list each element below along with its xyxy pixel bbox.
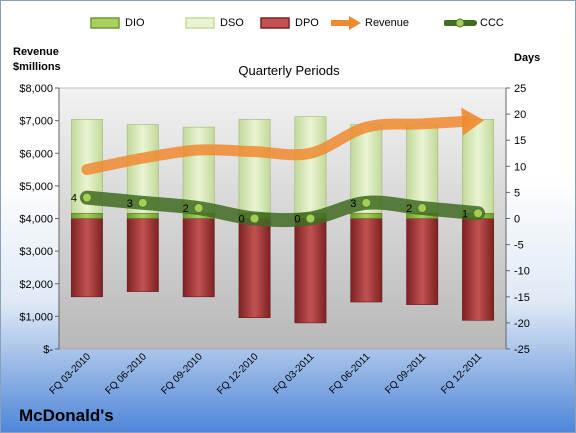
right-axis-title: Days xyxy=(514,52,541,64)
right-axis-tick-label: 5 xyxy=(514,187,520,199)
revenue-arrowhead xyxy=(461,107,485,136)
right-axis-tick-label: 20 xyxy=(514,109,526,121)
left-axis-title: Revenue $millions xyxy=(13,45,61,75)
legend-swatch-ccc xyxy=(444,18,477,28)
bar-dpo xyxy=(462,218,495,321)
chart-title: Quarterly Periods xyxy=(238,63,340,78)
ccc-point xyxy=(137,197,148,208)
ccc-point xyxy=(305,213,316,224)
category-label: FQ 03-2010 xyxy=(48,351,94,397)
legend-label: DIO xyxy=(125,17,145,29)
left-axis-title-line-1: Revenue xyxy=(13,46,59,58)
ccc-data-label: 1 xyxy=(462,208,468,220)
ccc-data-label: 0 xyxy=(238,214,244,226)
left-axis-tick-label: $2,000 xyxy=(19,279,53,291)
legend-label: Revenue xyxy=(365,17,410,29)
left-axis-tick-label: $5,000 xyxy=(19,181,53,193)
bar-dio xyxy=(350,212,383,219)
bar-dpo xyxy=(182,218,215,298)
ccc-point xyxy=(249,213,260,224)
right-axis-tick-label: 25 xyxy=(514,83,526,95)
company-name: McDonald's xyxy=(19,406,114,425)
bar-dso xyxy=(238,119,271,214)
bar-dio xyxy=(126,212,159,219)
right-axis-tick-label: -15 xyxy=(514,292,530,304)
left-axis-tick-label: $- xyxy=(43,344,53,356)
bar-dpo xyxy=(238,218,271,318)
ccc-point xyxy=(361,197,372,208)
bar-dpo xyxy=(350,218,383,303)
ccc-data-label: 3 xyxy=(127,198,133,210)
right-axis-tick-label: 10 xyxy=(514,161,526,173)
legend-swatch-dso xyxy=(185,17,215,29)
legend-swatch-dpo xyxy=(260,17,290,29)
left-axis-tick-label: $8,000 xyxy=(19,83,53,95)
category-label: FQ 06-2010 xyxy=(103,351,149,397)
bar-dio xyxy=(70,212,103,219)
legend-label: DSO xyxy=(220,17,244,29)
legend-label: DPO xyxy=(295,17,319,29)
bar-dpo xyxy=(406,218,439,305)
legend-label: CCC xyxy=(480,17,504,29)
left-axis-tick-label: $3,000 xyxy=(19,246,53,258)
category-label: FQ 09-2010 xyxy=(159,351,205,397)
left-axis-title-line-2: $millions xyxy=(13,61,61,73)
ccc-data-label: 2 xyxy=(183,203,189,215)
ccc-data-label: 2 xyxy=(406,203,412,215)
ccc-data-label: 3 xyxy=(350,198,356,210)
right-axis-tick-label: 15 xyxy=(514,135,526,147)
category-label: FQ 06-2011 xyxy=(327,351,372,396)
legend-swatch-dio xyxy=(90,17,120,29)
bar-dpo xyxy=(294,218,327,324)
ccc-data-label: 0 xyxy=(294,214,300,226)
category-label: FQ 09-2011 xyxy=(383,351,428,396)
right-axis-tick-label: -10 xyxy=(514,266,530,278)
ccc-point xyxy=(473,208,484,219)
bar-dso xyxy=(462,119,495,214)
category-label: FQ 12-2011 xyxy=(439,351,484,396)
left-axis-tick-label: $4,000 xyxy=(19,214,53,226)
ccc-point xyxy=(81,192,92,203)
legend-swatch-revenue xyxy=(331,16,361,30)
category-label: FQ 03-2011 xyxy=(272,351,317,396)
bar-dso xyxy=(294,116,327,214)
left-axis-tick-label: $1,000 xyxy=(19,311,53,323)
left-axis-tick-label: $7,000 xyxy=(19,116,53,128)
bar-dpo xyxy=(70,218,103,298)
bar-dso xyxy=(406,124,439,214)
right-axis-tick-label: -25 xyxy=(514,344,530,356)
bar-dso xyxy=(182,126,215,214)
category-label: FQ 12-2010 xyxy=(215,351,261,397)
right-axis-tick-label: -20 xyxy=(514,318,530,330)
ccc-point xyxy=(417,203,428,214)
ccc-data-label: 4 xyxy=(71,193,77,205)
ccc-point xyxy=(193,203,204,214)
bar-dpo xyxy=(126,218,159,292)
left-axis-tick-label: $6,000 xyxy=(19,148,53,160)
right-axis-tick-label: -5 xyxy=(514,240,524,252)
right-axis-tick-label: 0 xyxy=(514,214,520,226)
revenue-line xyxy=(81,115,470,176)
